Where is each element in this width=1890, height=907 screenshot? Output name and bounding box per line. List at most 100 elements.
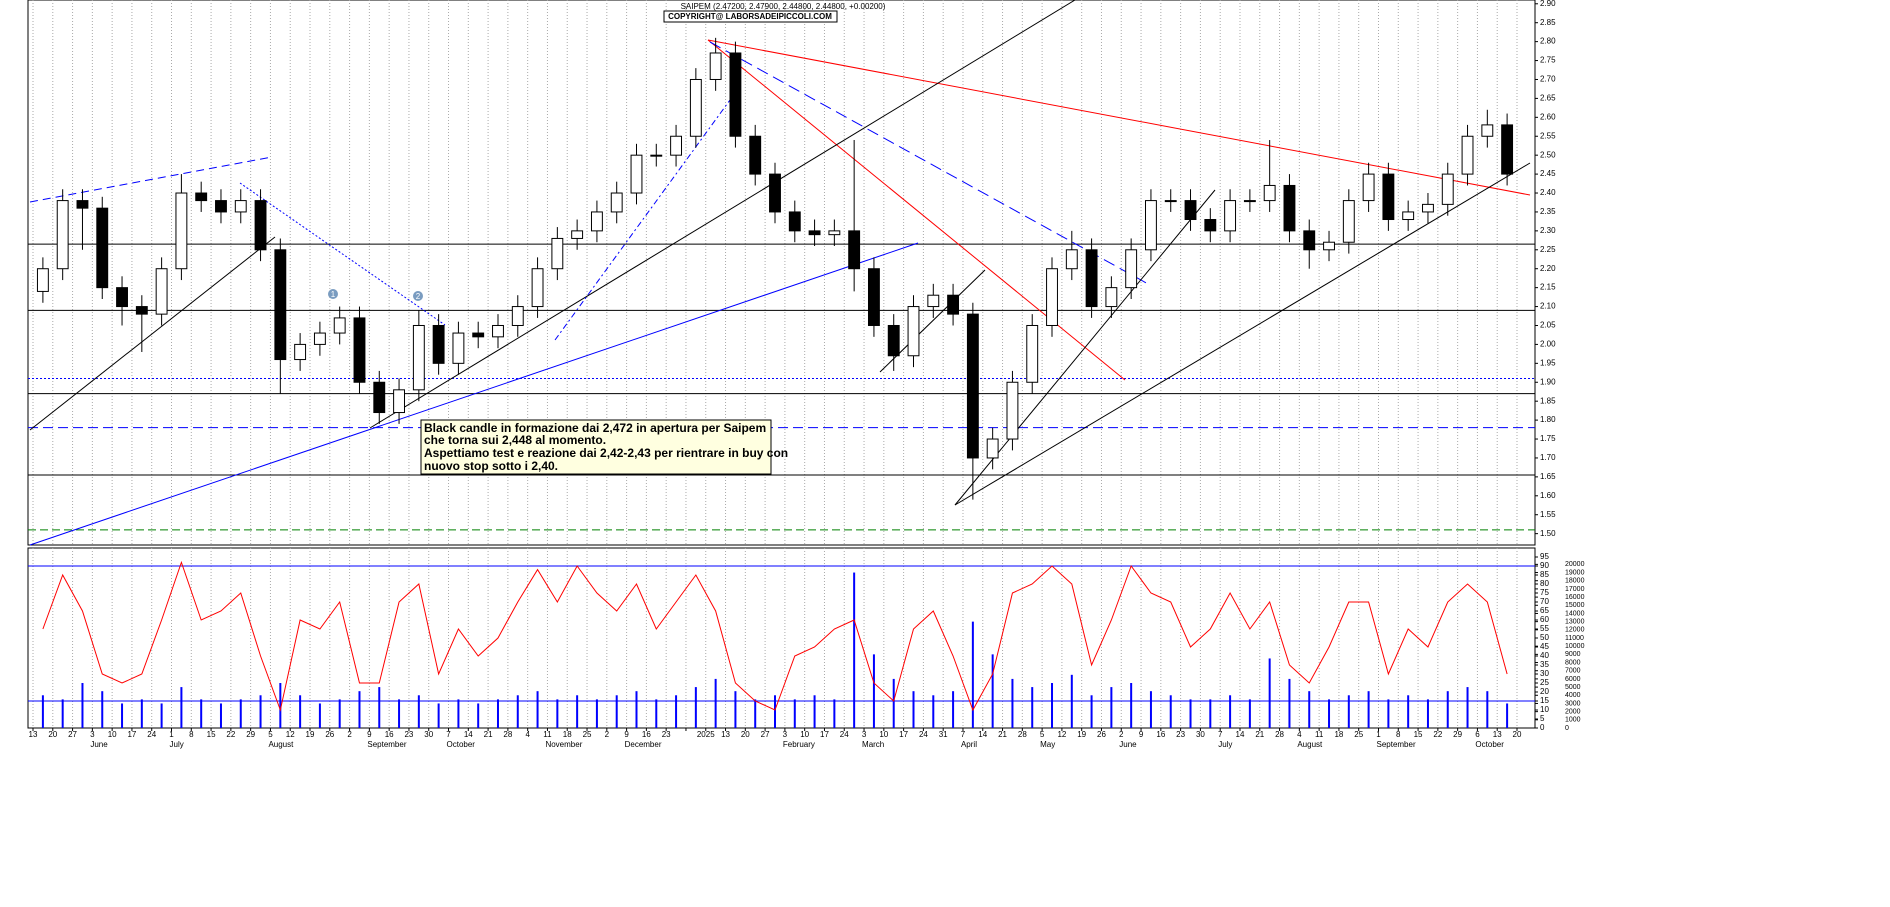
candle-body <box>1145 200 1157 251</box>
candle-body <box>96 207 109 289</box>
candle-body <box>333 317 346 334</box>
candle-body <box>1204 219 1217 232</box>
candle-body <box>1382 173 1395 221</box>
volume-bar <box>121 703 124 728</box>
volume-bar <box>1149 691 1152 728</box>
volume-bar <box>1328 699 1331 728</box>
y-tick-label: 1.60 <box>1540 491 1556 500</box>
y-tick-label: 65 <box>1540 606 1549 615</box>
x-tick-label: 19 <box>1077 730 1086 739</box>
volume-bar <box>1130 683 1133 728</box>
candles <box>36 37 1514 500</box>
y-tick-label: 70 <box>1540 597 1549 606</box>
volume-bar <box>655 699 658 728</box>
oscillator-line <box>42 560 1508 712</box>
x-tick-label: 22 <box>1433 730 1442 739</box>
x-tick-label: 16 <box>1156 730 1165 739</box>
month-label: November <box>545 740 582 749</box>
y-tick-label: 20000 <box>1565 561 1585 568</box>
volume-bar <box>595 699 598 728</box>
volume-bar <box>1070 674 1073 728</box>
x-tick-label: 21 <box>484 730 493 739</box>
volume-bar <box>200 699 203 728</box>
x-tick-label: 24 <box>840 730 849 739</box>
month-label: March <box>862 740 884 749</box>
trendline <box>29 236 276 431</box>
annotation-line: Aspettiamo test e reazione dai 2,42-2,43… <box>424 446 788 460</box>
candle-body <box>155 268 168 315</box>
x-tick-label: 18 <box>1334 730 1343 739</box>
y-tick-label: 2.15 <box>1540 283 1556 292</box>
month-label: February <box>783 740 815 749</box>
x-tick-label: 16 <box>642 730 651 739</box>
annotation-box <box>420 419 772 475</box>
x-tick-label: 10 <box>879 730 888 739</box>
volume-bar <box>833 699 836 728</box>
marker-circle <box>413 291 423 301</box>
y-tick-label: 5 <box>1540 714 1545 723</box>
month-label: September <box>1376 740 1415 749</box>
candle-body <box>36 268 49 292</box>
y-tick-label: 50 <box>1540 633 1549 642</box>
y-tick-label: 2.80 <box>1540 37 1556 46</box>
volume-bar <box>971 621 974 728</box>
volume-bar <box>259 695 262 728</box>
x-tick-label: 13 <box>29 730 38 739</box>
candle-body <box>1263 184 1276 202</box>
x-tick-label: 7 <box>1218 730 1223 739</box>
x-tick-label: 28 <box>1275 730 1284 739</box>
volume-bar <box>556 699 559 728</box>
month-label: December <box>625 740 662 749</box>
y-tick-label: 11000 <box>1565 635 1584 642</box>
candle-body <box>867 268 880 326</box>
candle-body <box>1085 249 1098 308</box>
volume-bar <box>358 691 361 728</box>
y-tick-label: 2.85 <box>1540 18 1556 27</box>
x-tick-label: 7 <box>446 730 451 739</box>
y-tick-label: 45 <box>1540 642 1549 651</box>
y-tick-label: 1.50 <box>1540 529 1556 538</box>
volume-bar <box>694 687 697 728</box>
candle-body <box>195 192 208 202</box>
x-tick-label: 24 <box>147 730 156 739</box>
y-tick-label: 2.50 <box>1540 150 1556 159</box>
y-tick-label: 2.35 <box>1540 207 1556 216</box>
candle-body <box>511 306 524 326</box>
candle-body <box>927 294 940 308</box>
x-tick-label: 13 <box>721 730 730 739</box>
x-tick-label: 6 <box>1475 730 1480 739</box>
y-tick-label: 2.75 <box>1540 56 1556 65</box>
y-tick-label: 55 <box>1540 624 1549 633</box>
copyright: COPYRIGHT@ LABORSADEIPICCOLI.COM <box>668 12 832 21</box>
y-tick-label: 1.95 <box>1540 358 1556 367</box>
y-tick-label: 40 <box>1540 651 1549 660</box>
x-tick-label: 23 <box>1176 730 1185 739</box>
plot: 13 20 27 3 10 17 24 1 8 15 22 29 5 12 19 26 2 9 16 23 30 7 14 2… <box>28 0 1585 749</box>
x-tick-label: 25 <box>1354 730 1363 739</box>
candle-body <box>947 294 960 315</box>
candle-body <box>670 135 683 156</box>
volume-bar <box>1446 691 1449 728</box>
candle-body <box>769 173 781 213</box>
y-tick-label: 30 <box>1540 669 1549 678</box>
y-tick-label: 18000 <box>1565 578 1585 585</box>
x-tick-label: 4 <box>525 730 530 739</box>
x-tick-label: 30 <box>1196 730 1205 739</box>
volume-bar <box>615 695 618 728</box>
y-tick-label: 25 <box>1540 678 1549 687</box>
candle-body <box>749 135 762 175</box>
volume-bar <box>1169 695 1172 728</box>
y-tick-label: 6000 <box>1565 676 1581 683</box>
x-tick-label: 29 <box>1453 730 1462 739</box>
volume-bar <box>81 683 84 728</box>
candle-body <box>76 200 89 209</box>
candle-body <box>571 230 584 239</box>
candle-body <box>1026 324 1039 383</box>
x-tick-label: 2025 <box>697 730 715 739</box>
volume-bar <box>1387 699 1390 728</box>
y-tick-label: 9000 <box>1565 651 1581 658</box>
month-label: August <box>268 740 294 749</box>
y-tick-label: 3000 <box>1565 700 1581 707</box>
trendline <box>954 162 1531 506</box>
y-tick-label: 2.90 <box>1540 0 1556 8</box>
